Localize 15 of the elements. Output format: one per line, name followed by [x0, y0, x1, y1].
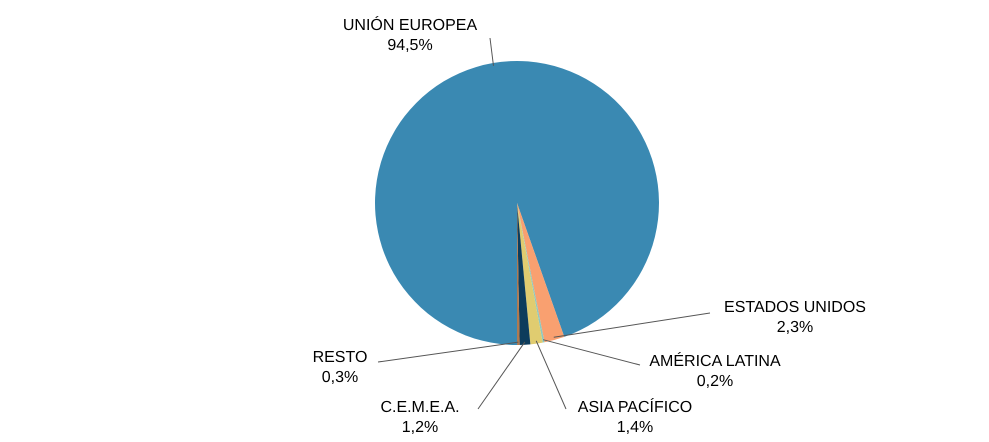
data-label: 2,3%: [776, 319, 814, 336]
data-label: 1,4%: [616, 419, 654, 436]
data-label: 0,2%: [696, 373, 734, 390]
slice-label: ASIA PACÍFICO: [578, 398, 692, 416]
pie-slice: [375, 61, 659, 345]
pie-slice: [517, 203, 530, 345]
pie-slice: [517, 203, 564, 342]
data-label: 0,3%: [322, 369, 358, 386]
data-label: 1,2%: [402, 419, 438, 436]
slice-label: AMÉRICA LATINA: [649, 352, 781, 370]
slice-label: UNIÓN EUROPEA: [342, 16, 478, 34]
data-label: 94,5%: [387, 37, 433, 54]
slice-label: RESTO: [312, 349, 368, 366]
slice-label: C.E.M.E.A.: [380, 399, 460, 416]
slice-label: ESTADOS UNIDOS: [724, 299, 866, 316]
